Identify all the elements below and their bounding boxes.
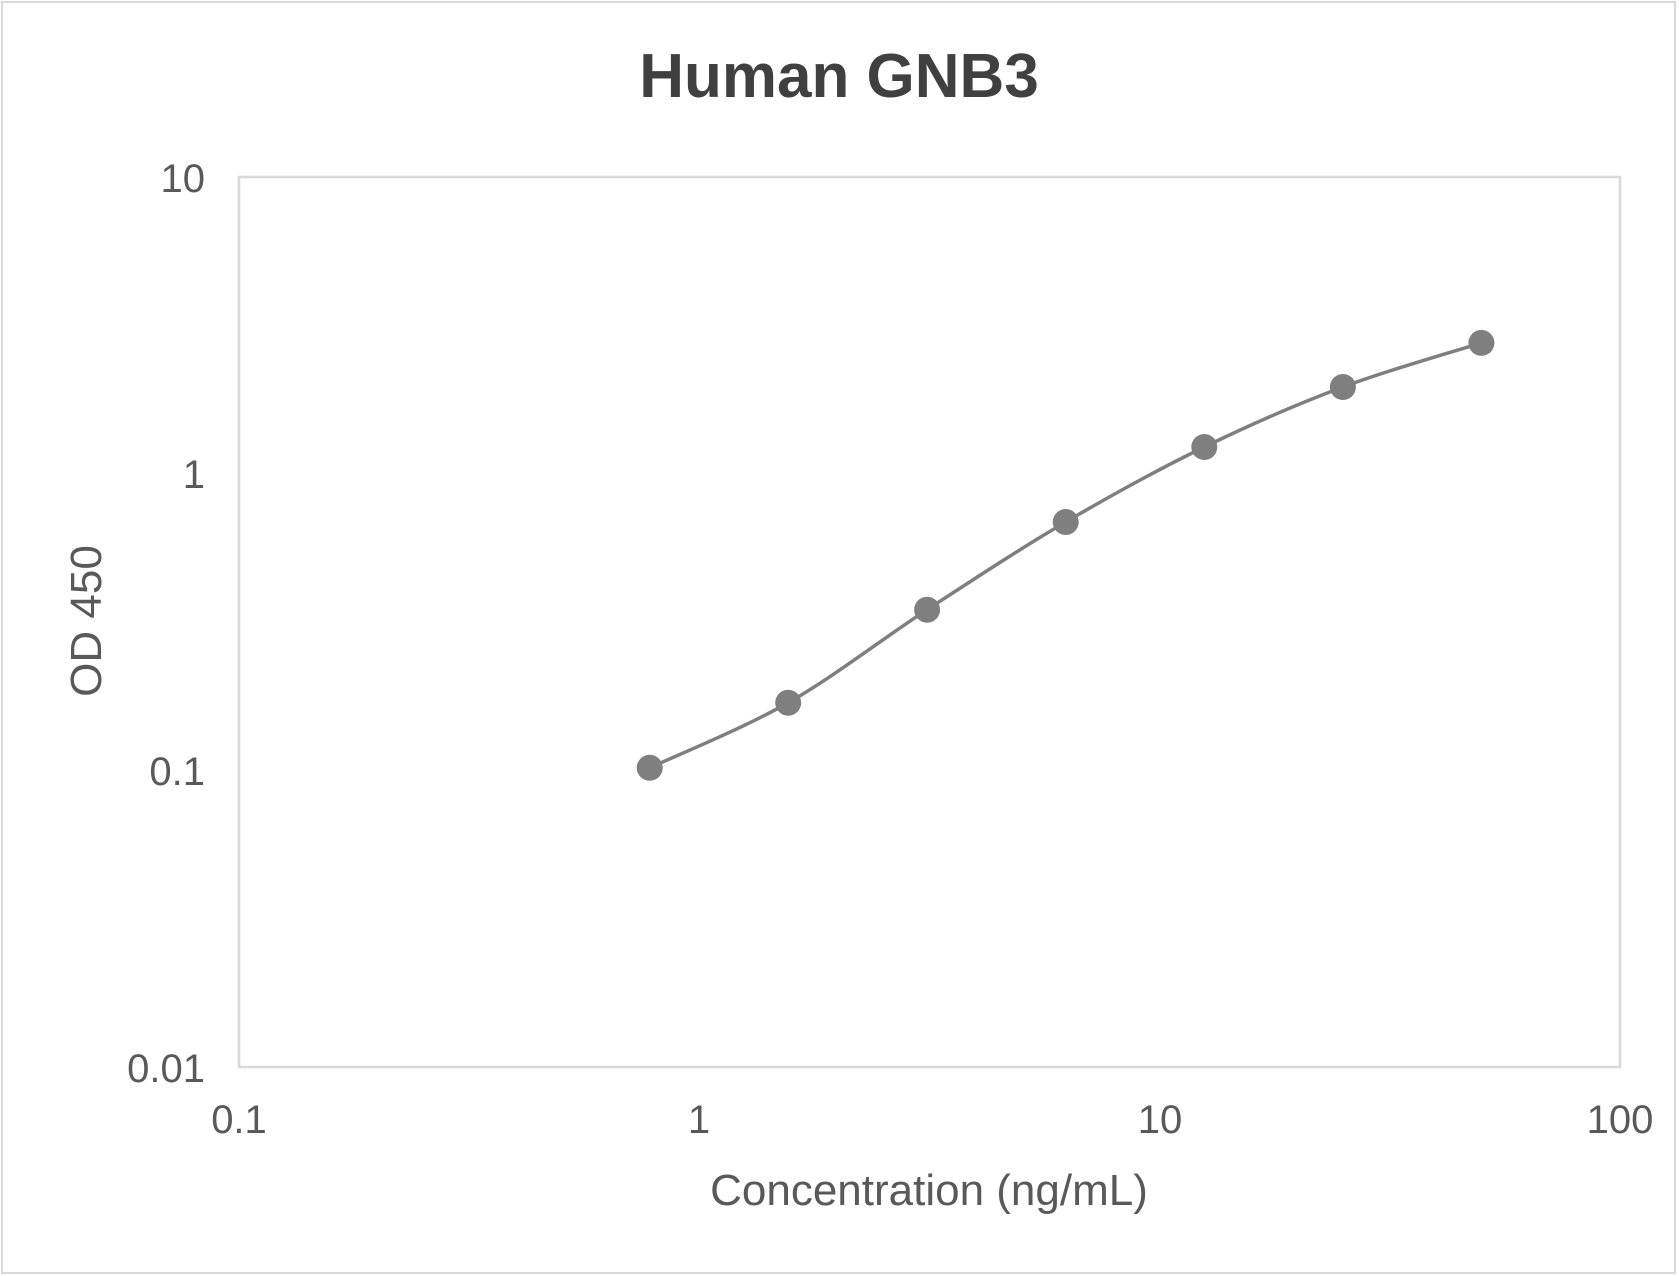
x-tick-label: 100: [1587, 1098, 1654, 1142]
series-markers: [636, 329, 1495, 781]
y-tick-label: 10: [161, 157, 206, 201]
x-axis-label: Concentration (ng/mL): [710, 1166, 1148, 1215]
data-point-marker: [636, 754, 663, 781]
data-point-marker: [775, 689, 802, 716]
x-tick-label: 10: [1138, 1098, 1183, 1142]
x-tick-label: 0.1: [211, 1098, 267, 1142]
y-axis-label: OD 450: [62, 545, 111, 697]
y-tick-label: 0.01: [127, 1047, 205, 1091]
data-point-marker: [1191, 434, 1218, 460]
data-point-marker: [914, 596, 941, 623]
data-point-marker: [1052, 509, 1079, 535]
x-axis-ticks: 0.1 1 10 100: [211, 1098, 1653, 1142]
data-point-marker: [1468, 329, 1495, 356]
data-point-marker: [1329, 374, 1356, 400]
y-tick-label: 1: [183, 453, 205, 497]
x-tick-label: 1: [688, 1098, 710, 1142]
y-tick-label: 0.1: [149, 750, 205, 794]
chart-title: Human GNB3: [639, 42, 1039, 111]
y-axis-ticks: 0.01 0.1 1 10: [127, 157, 205, 1091]
